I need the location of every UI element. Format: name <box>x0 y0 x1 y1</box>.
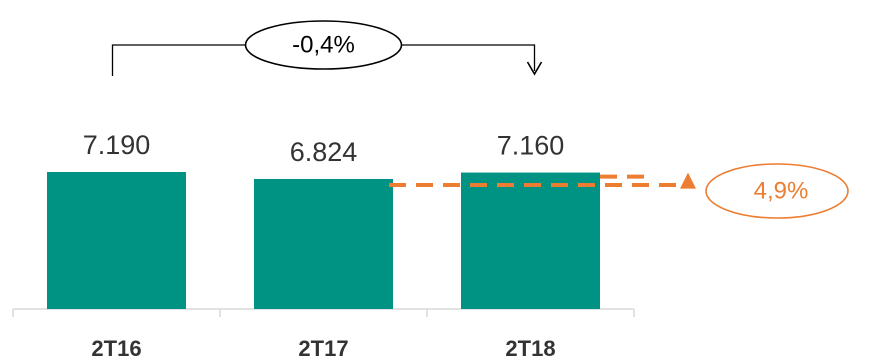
variation-oval-text: 4,9% <box>754 177 809 204</box>
annotation-layer: -0,4% 4,9% <box>111 20 849 219</box>
category-label-2t17: 2T17 <box>298 336 348 361</box>
bar-2t16 <box>47 172 186 309</box>
bars-layer: 7.190 2T16 6.824 2T17 7.160 2T18 <box>47 130 600 361</box>
value-label-2t16: 7.190 <box>83 130 151 160</box>
value-label-2t17: 6.824 <box>290 137 358 167</box>
bar-2t18 <box>461 172 600 309</box>
growth-bracket-arrowhead <box>526 61 543 76</box>
category-label-2t16: 2T16 <box>91 336 141 361</box>
growth-oval <box>244 20 403 70</box>
growth-oval-text: -0,4% <box>292 31 355 58</box>
variation-arrowhead <box>680 172 696 189</box>
value-label-2t18: 7.160 <box>497 131 565 161</box>
bar-2t17 <box>254 178 393 309</box>
category-label-2t18: 2T18 <box>505 336 555 361</box>
axis-layer <box>12 308 635 317</box>
variation-oval <box>705 163 849 219</box>
